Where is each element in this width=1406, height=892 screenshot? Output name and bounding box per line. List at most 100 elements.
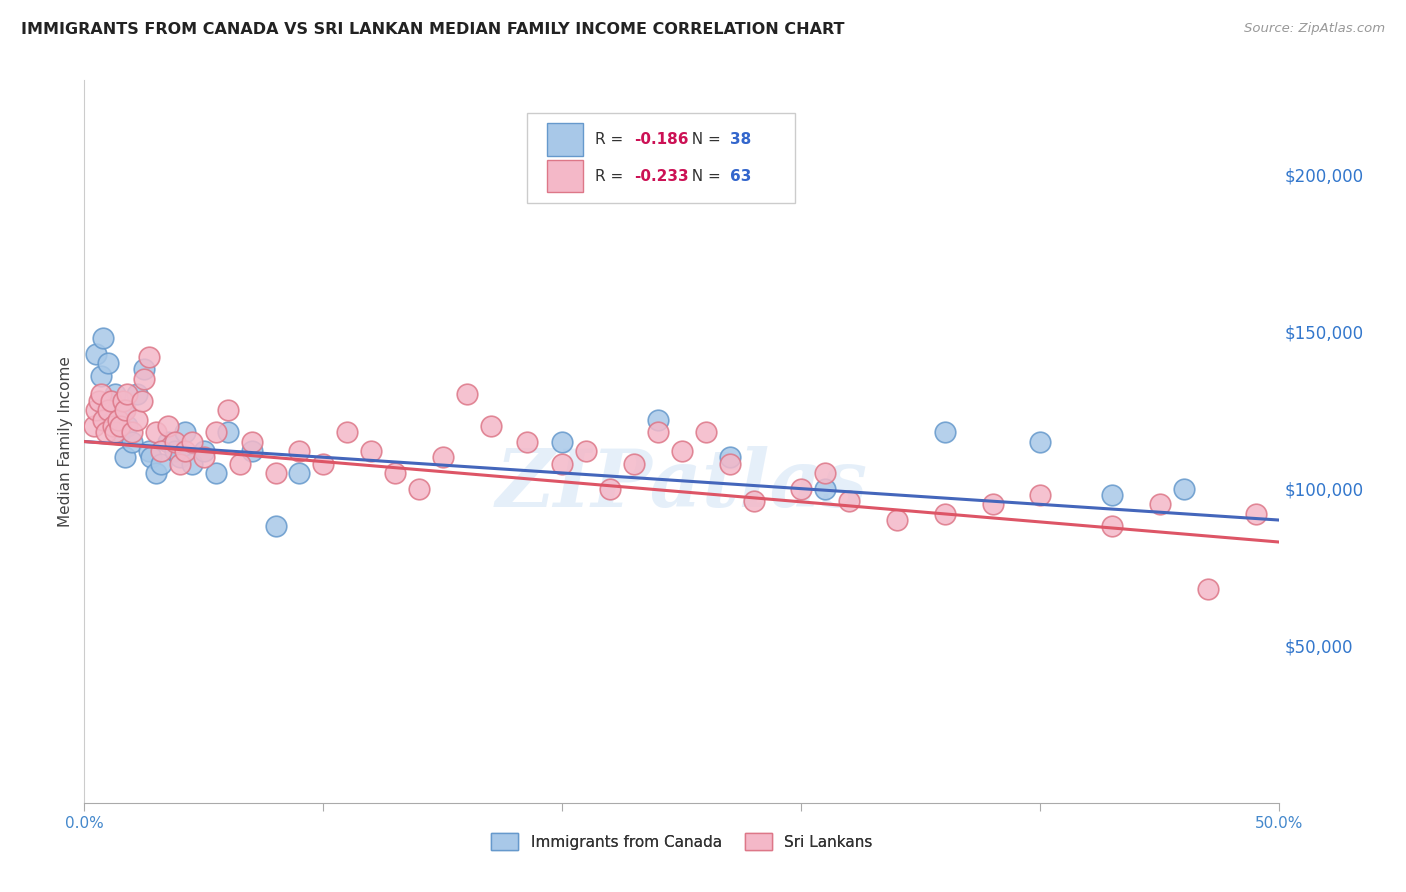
Point (165, 444, 187, 458)
Point (814, 466, 837, 480)
Point (217, 403, 239, 417)
Point (360, 444, 382, 458)
Point (981, 497, 1004, 511)
Point (110, 418, 132, 433)
Point (101, 418, 124, 433)
Point (94, 425, 117, 439)
Point (181, 457, 204, 471)
Point (104, 425, 127, 439)
Point (264, 519, 287, 533)
Point (169, 450, 191, 465)
Point (132, 362, 156, 376)
Point (934, 507, 956, 521)
Text: -0.233: -0.233 (634, 169, 689, 184)
Point (838, 494, 860, 508)
Point (121, 425, 143, 439)
Text: R =: R = (595, 132, 628, 147)
Point (165, 434, 187, 449)
Point (149, 457, 172, 471)
Point (181, 434, 204, 449)
Point (551, 457, 574, 471)
Point (408, 482, 430, 496)
Point (169, 457, 191, 471)
Point (193, 450, 215, 465)
Point (138, 444, 160, 458)
Point (336, 425, 359, 439)
Point (205, 466, 228, 480)
Point (264, 466, 287, 480)
Point (790, 482, 813, 496)
Point (814, 482, 837, 496)
Point (86, 346, 108, 360)
Point (240, 444, 263, 458)
Point (97, 356, 120, 370)
Point (131, 393, 153, 408)
Text: ZIPatlas: ZIPatlas (496, 446, 868, 524)
Point (456, 387, 478, 401)
Point (205, 425, 228, 439)
Point (193, 444, 215, 458)
Point (671, 444, 693, 458)
Point (97, 403, 120, 417)
Point (1029, 434, 1052, 449)
Text: 63: 63 (730, 169, 751, 184)
Text: Source: ZipAtlas.com: Source: ZipAtlas.com (1244, 22, 1385, 36)
Point (111, 393, 134, 408)
FancyBboxPatch shape (547, 160, 582, 193)
Point (934, 425, 956, 439)
FancyBboxPatch shape (547, 123, 582, 156)
Text: -0.186: -0.186 (634, 132, 689, 147)
Point (1173, 482, 1195, 496)
Point (575, 444, 598, 458)
Point (240, 434, 263, 449)
Point (121, 434, 143, 449)
Text: N =: N = (682, 169, 725, 184)
Point (138, 350, 160, 364)
Point (93, 331, 115, 345)
Point (1101, 519, 1123, 533)
Point (125, 387, 148, 401)
Point (217, 425, 239, 439)
Point (90, 368, 112, 383)
Point (623, 457, 645, 471)
Text: 38: 38 (730, 132, 751, 147)
Point (229, 457, 252, 471)
Point (1149, 497, 1171, 511)
Point (94, 403, 117, 417)
Point (1101, 488, 1123, 502)
Point (647, 412, 669, 426)
Point (145, 425, 167, 439)
Point (132, 372, 156, 386)
Point (145, 466, 167, 480)
Point (551, 434, 574, 449)
Point (101, 412, 124, 426)
Text: IMMIGRANTS FROM CANADA VS SRI LANKAN MEDIAN FAMILY INCOME CORRELATION CHART: IMMIGRANTS FROM CANADA VS SRI LANKAN MED… (21, 22, 845, 37)
FancyBboxPatch shape (527, 112, 796, 203)
Point (173, 444, 195, 458)
Point (695, 425, 717, 439)
Point (718, 457, 741, 471)
Point (104, 387, 127, 401)
Point (384, 466, 406, 480)
Point (157, 418, 180, 433)
Point (86, 403, 108, 417)
Point (117, 418, 139, 433)
Point (90, 387, 112, 401)
Point (886, 513, 908, 527)
Point (149, 444, 172, 458)
Point (718, 450, 741, 465)
Point (173, 425, 195, 439)
Point (114, 403, 136, 417)
Text: N =: N = (682, 132, 725, 147)
Point (599, 482, 621, 496)
Point (288, 466, 311, 480)
Point (1244, 507, 1267, 521)
Point (110, 425, 132, 439)
Point (742, 494, 765, 508)
Point (432, 450, 454, 465)
Point (157, 434, 180, 449)
Point (516, 434, 538, 449)
Point (647, 425, 669, 439)
Point (87, 393, 110, 408)
Point (100, 393, 122, 408)
